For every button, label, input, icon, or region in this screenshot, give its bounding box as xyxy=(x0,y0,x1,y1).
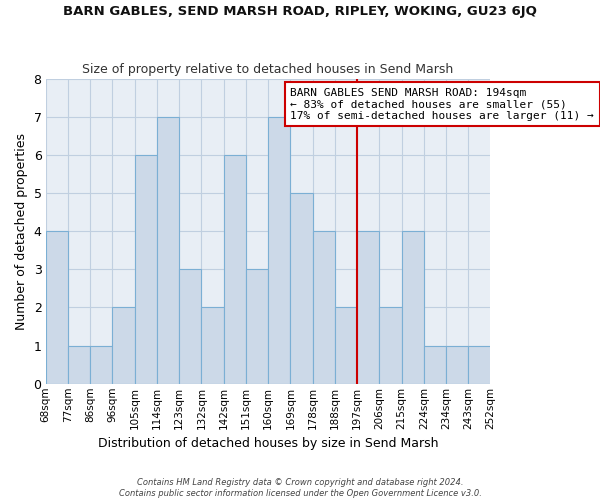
Bar xyxy=(313,231,335,384)
Bar xyxy=(468,346,491,384)
Text: BARN GABLES, SEND MARSH ROAD, RIPLEY, WOKING, GU23 6JQ: BARN GABLES, SEND MARSH ROAD, RIPLEY, WO… xyxy=(63,5,537,18)
Bar xyxy=(224,155,246,384)
Bar xyxy=(46,231,68,384)
Bar xyxy=(134,155,157,384)
Bar xyxy=(179,270,202,384)
Bar xyxy=(335,308,357,384)
Title: Size of property relative to detached houses in Send Marsh: Size of property relative to detached ho… xyxy=(82,63,454,76)
Bar xyxy=(112,308,134,384)
Bar xyxy=(68,346,90,384)
Bar xyxy=(401,231,424,384)
Text: Contains HM Land Registry data © Crown copyright and database right 2024.
Contai: Contains HM Land Registry data © Crown c… xyxy=(119,478,481,498)
Bar xyxy=(157,116,179,384)
Bar xyxy=(246,270,268,384)
Bar xyxy=(446,346,468,384)
Y-axis label: Number of detached properties: Number of detached properties xyxy=(15,132,28,330)
Bar xyxy=(290,193,313,384)
Bar xyxy=(357,231,379,384)
Bar xyxy=(202,308,224,384)
Bar xyxy=(90,346,112,384)
Bar xyxy=(268,116,290,384)
X-axis label: Distribution of detached houses by size in Send Marsh: Distribution of detached houses by size … xyxy=(98,437,439,450)
Bar xyxy=(379,308,401,384)
Text: BARN GABLES SEND MARSH ROAD: 194sqm
← 83% of detached houses are smaller (55)
17: BARN GABLES SEND MARSH ROAD: 194sqm ← 83… xyxy=(290,88,594,121)
Bar xyxy=(424,346,446,384)
